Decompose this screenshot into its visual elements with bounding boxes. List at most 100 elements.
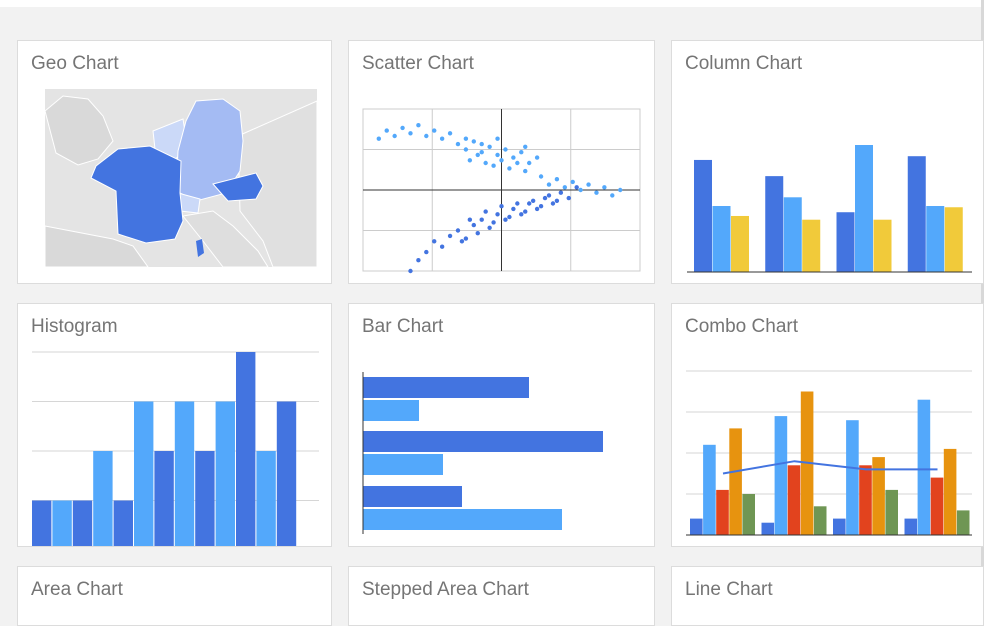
island-corsica: [196, 239, 204, 257]
combo-bar: [846, 420, 859, 535]
combo-chart: [686, 370, 972, 536]
histogram-card[interactable]: Histogram: [17, 303, 332, 547]
histogram-bar: [276, 401, 297, 546]
histogram-bar: [236, 352, 256, 546]
column-bar: [731, 215, 749, 272]
card-title: Geo Chart: [31, 53, 119, 74]
scatter-point: [479, 217, 484, 222]
combo-bar: [859, 465, 872, 535]
scatter-point: [439, 136, 445, 141]
card-title: Bar Chart: [362, 316, 444, 337]
scatter-point: [392, 133, 397, 139]
histogram-bar: [154, 451, 174, 546]
geo-map: [44, 89, 318, 268]
combo-bar: [943, 448, 957, 535]
scatter-point: [376, 136, 382, 141]
scatter-point: [499, 204, 504, 209]
combo-bar: [956, 510, 970, 535]
card-title: Combo Chart: [685, 316, 798, 337]
scatter-point: [447, 233, 453, 239]
scatter-point: [467, 217, 473, 222]
combo-bar: [930, 477, 944, 535]
scatter-point: [538, 204, 544, 209]
combo-chart-card[interactable]: Combo Chart: [671, 303, 984, 547]
combo-bar: [917, 399, 931, 535]
country-uk: [44, 95, 114, 166]
combo-bar: [833, 518, 846, 535]
scatter-point: [550, 201, 556, 206]
country-east: [237, 100, 318, 268]
column-bar: [855, 145, 873, 272]
column-chart-card[interactable]: Column Chart: [671, 40, 984, 284]
combo-bar: [729, 428, 742, 535]
combo-bar: [703, 444, 716, 535]
country-france: [90, 145, 184, 244]
scatter-point: [416, 123, 421, 128]
scatter-point: [519, 212, 524, 217]
card-title: Area Chart: [31, 579, 123, 600]
scatter-point: [530, 198, 536, 203]
scatter-point: [475, 231, 480, 236]
scatter-point: [471, 222, 476, 228]
scatter-point: [447, 131, 453, 136]
combo-bar: [787, 465, 801, 535]
scatter-point: [503, 217, 508, 222]
scatter-point: [384, 128, 389, 133]
geo-chart-card[interactable]: Geo Chart: [17, 40, 332, 284]
scatter-point: [455, 228, 461, 233]
histogram-bar: [52, 500, 72, 546]
scatter-point: [463, 147, 469, 152]
bar-chart: [362, 372, 603, 534]
stepped-area-chart-card[interactable]: Stepped Area Chart: [348, 566, 655, 626]
horizontal-bar: [363, 400, 419, 421]
scatter-point: [416, 258, 421, 263]
scatter-point: [546, 182, 552, 187]
scatter-point: [495, 136, 500, 141]
histogram-bar: [93, 451, 113, 546]
scatter-point: [487, 144, 492, 149]
card-title: Histogram: [31, 316, 118, 337]
scatter-point: [515, 201, 520, 206]
scatter-point: [523, 144, 528, 149]
scatter-point: [495, 212, 500, 217]
histogram-bar: [72, 500, 93, 546]
scatter-point: [459, 239, 465, 244]
card-title: Scatter Chart: [362, 53, 474, 74]
scatter-point: [408, 268, 413, 274]
country-spain: [44, 225, 149, 268]
scatter-chart-card[interactable]: Scatter Chart: [348, 40, 655, 284]
scatter-point: [439, 244, 445, 249]
scatter-point: [527, 201, 532, 206]
scatter-point: [578, 187, 583, 193]
top-strip: [0, 0, 984, 7]
scatter-point: [534, 206, 540, 212]
scroll-edge[interactable]: [981, 0, 984, 604]
scatter-point: [463, 236, 469, 241]
scatter-point: [523, 168, 528, 174]
horizontal-bar: [363, 431, 603, 452]
scatter-point: [574, 185, 579, 190]
column-chart: [687, 145, 972, 273]
scatter-point: [471, 139, 476, 144]
column-bar: [873, 219, 892, 272]
column-bar: [783, 197, 802, 272]
scatter-point: [400, 125, 405, 131]
histogram-bar: [32, 500, 52, 546]
scatter-point: [618, 187, 623, 193]
scatter-point: [523, 209, 528, 214]
line-chart-card[interactable]: Line Chart: [671, 566, 984, 626]
scatter-point: [479, 150, 484, 155]
combo-line: [722, 460, 938, 475]
scatter-point: [534, 155, 540, 160]
country-austria: [212, 172, 264, 202]
card-title: Line Chart: [685, 579, 773, 600]
scatter-point: [546, 193, 552, 198]
column-bar: [944, 207, 963, 272]
scatter-point: [511, 206, 516, 212]
scatter-point: [558, 190, 564, 195]
area-chart-card[interactable]: Area Chart: [17, 566, 332, 626]
scatter-point: [507, 214, 512, 220]
scatter-point: [554, 177, 560, 182]
bar-chart-card[interactable]: Bar Chart: [348, 303, 655, 547]
scatter-point: [408, 131, 413, 136]
